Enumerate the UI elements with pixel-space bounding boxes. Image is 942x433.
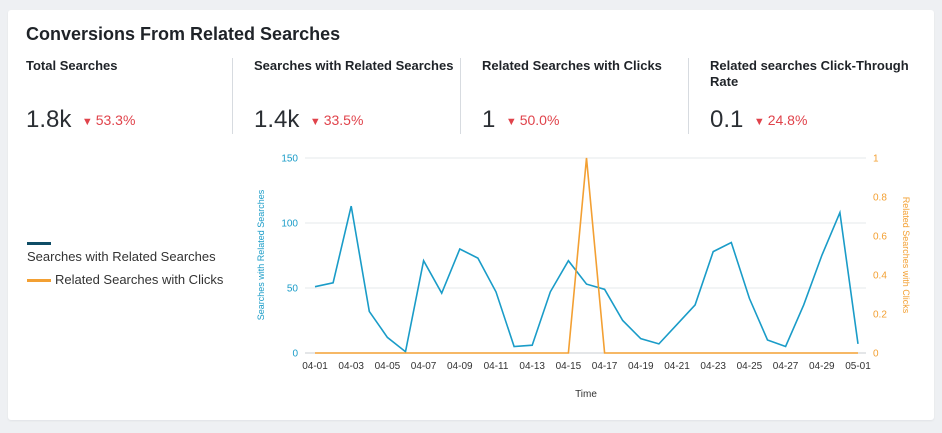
kpi-label: Searches with Related Searches	[254, 58, 454, 73]
x-tick-label: 04-29	[809, 361, 835, 372]
x-tick-label: 04-03	[338, 361, 364, 372]
x-tick-label: 04-11	[484, 361, 509, 372]
grid-lines	[305, 157, 866, 289]
x-tick-label: 04-21	[664, 361, 690, 372]
kpi-total-searches: Total Searches 1.8k ▼ 53.3%	[26, 58, 226, 134]
down-arrow-icon: ▼	[81, 116, 93, 128]
x-tick-label: 04-05	[375, 361, 401, 372]
kpi-delta: ▼ 33.5%	[310, 112, 364, 128]
kpi-delta-value: 50.0%	[519, 112, 560, 128]
y-right-tick-label: 1	[873, 154, 879, 165]
kpi-label: Related searches Click-Through Rate	[710, 58, 909, 89]
kpi-divider	[232, 58, 233, 134]
kpi-value: 1.8k	[26, 106, 72, 133]
kpi-delta-value: 33.5%	[323, 112, 364, 128]
x-tick-label: 04-25	[737, 361, 763, 372]
kpi-divider	[688, 58, 689, 134]
x-axis-ticks: 04-01 04-03 04-05 04-07 04-09 04-11 04-13 04-15…	[302, 361, 871, 372]
y-right-tick-label: 0.4	[873, 271, 887, 282]
kpi-label: Total Searches	[26, 58, 118, 73]
kpi-label: Related Searches with Clicks	[482, 58, 662, 73]
y-axis-left-ticks: 0 50 100 150	[281, 154, 298, 360]
legend-label: Related Searches with Clicks	[55, 272, 224, 287]
kpi-delta: ▼ 50.0%	[506, 112, 560, 128]
legend-swatch	[27, 242, 51, 245]
legend-swatch	[27, 279, 51, 282]
x-tick-label: 05-01	[845, 361, 871, 372]
y-axis-right-ticks: 0 0.2 0.4 0.6 0.8 1	[873, 154, 887, 360]
x-tick-label: 04-27	[773, 361, 799, 372]
kpi-delta-value: 53.3%	[95, 112, 136, 128]
x-tick-label: 04-17	[592, 361, 618, 372]
x-tick-label: 04-13	[519, 361, 545, 372]
y-axis-left-label: Searches with Related Searches	[256, 189, 266, 320]
y-right-tick-label: 0.2	[873, 310, 887, 321]
down-arrow-icon: ▼	[753, 116, 765, 128]
kpi-value: 1	[482, 106, 496, 133]
down-arrow-icon: ▼	[505, 116, 517, 128]
series-line-searches-with-related	[314, 205, 859, 354]
y-right-tick-label: 0.6	[873, 232, 887, 243]
kpi-divider	[460, 58, 461, 134]
y-right-tick-label: 0.8	[873, 193, 887, 204]
down-arrow-icon: ▼	[309, 116, 321, 128]
y-left-tick-label: 50	[287, 284, 299, 295]
x-tick-label: 04-01	[302, 361, 328, 372]
kpi-related-with-clicks: Related Searches with Clicks 1 ▼ 50.0%	[482, 58, 682, 134]
y-axis-right-label: Related Searches with Clicks	[901, 197, 911, 314]
x-tick-label: 04-15	[556, 361, 582, 372]
y-right-tick-label: 0	[873, 349, 879, 360]
series-line-related-with-clicks	[315, 157, 858, 354]
x-tick-label: 04-23	[700, 361, 726, 372]
kpi-searches-with-related: Searches with Related Searches 1.4k ▼ 33.…	[254, 58, 454, 134]
y-left-tick-label: 150	[281, 154, 298, 165]
y-left-tick-label: 0	[292, 349, 298, 360]
kpi-value: 1.4k	[254, 106, 300, 133]
kpi-delta-value: 24.8%	[767, 112, 808, 128]
x-tick-label: 04-07	[411, 361, 437, 372]
x-tick-label: 04-09	[447, 361, 473, 372]
series-lines	[314, 157, 859, 354]
x-axis-label: Time	[575, 389, 597, 400]
chart-card	[8, 10, 934, 420]
kpi-click-through-rate: Related searches Click-Through Rate 0.1 …	[710, 58, 910, 134]
card-title: Conversions From Related Searches	[26, 24, 341, 44]
legend-label: Searches with Related Searches	[27, 249, 216, 264]
kpi-value: 0.1	[710, 106, 744, 133]
x-tick-label: 04-19	[628, 361, 654, 372]
y-left-tick-label: 100	[281, 219, 298, 230]
kpi-delta: ▼ 53.3%	[82, 112, 136, 128]
kpi-delta: ▼ 24.8%	[754, 112, 808, 128]
